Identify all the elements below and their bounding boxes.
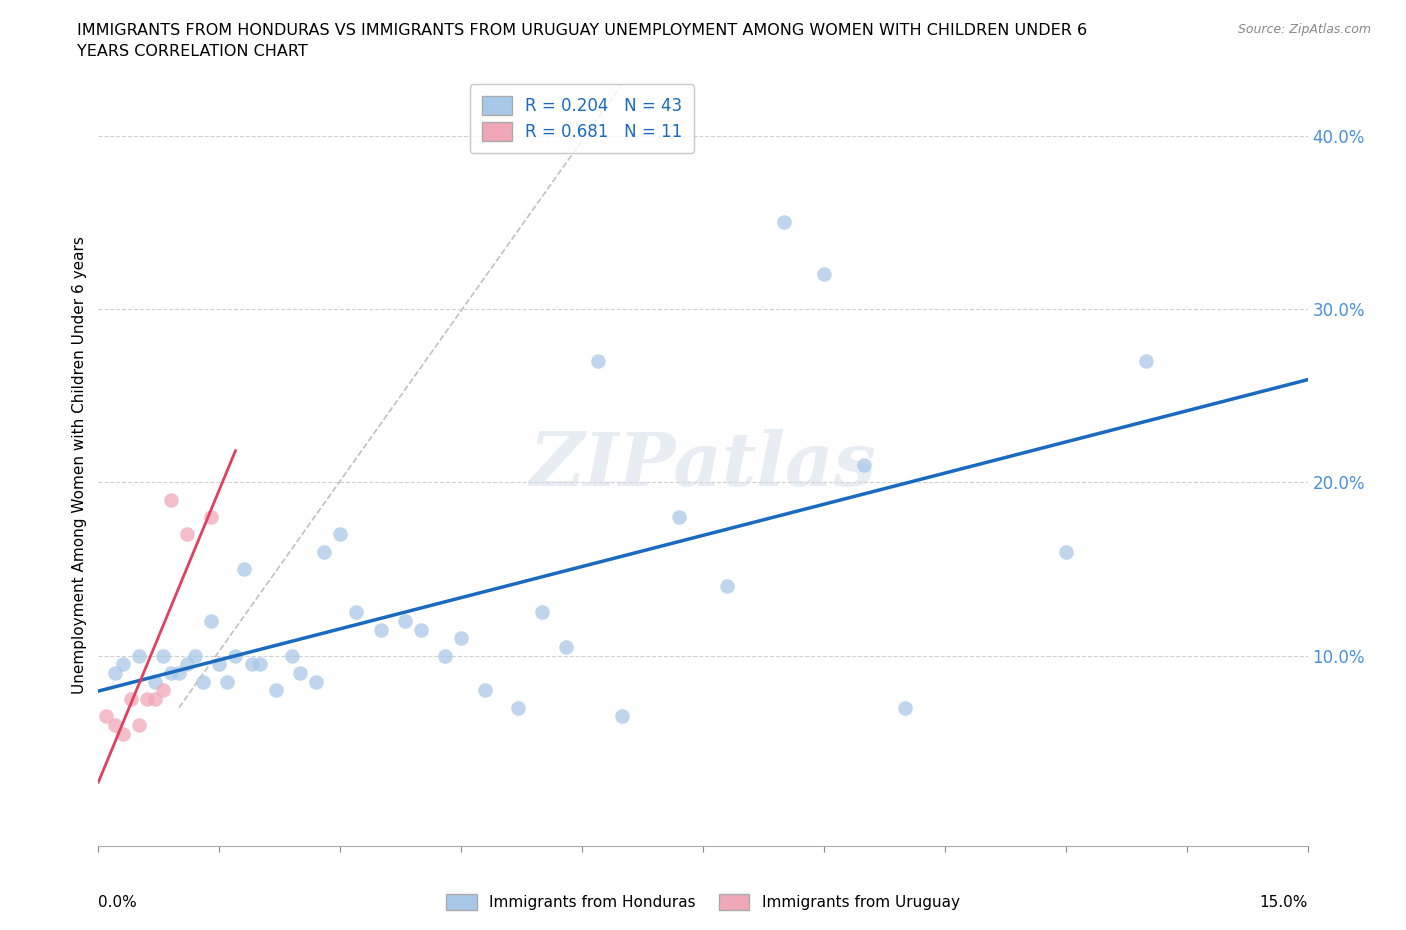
Text: 0.0%: 0.0%: [98, 895, 138, 910]
Point: [329, 527, 352, 542]
Point: [200, 510, 222, 525]
Text: ZIPatlas: ZIPatlas: [530, 429, 876, 501]
Y-axis label: Unemployment Among Women with Children Under 6 years: Unemployment Among Women with Children U…: [72, 236, 87, 694]
Point: [176, 657, 198, 671]
Point: [1135, 353, 1157, 368]
Point: [111, 726, 134, 741]
Point: [394, 614, 416, 629]
Point: [344, 604, 367, 619]
Point: [111, 657, 134, 671]
Point: [893, 700, 915, 715]
Point: [160, 492, 183, 507]
Point: [103, 666, 125, 681]
Point: [1054, 544, 1077, 559]
Point: [200, 614, 222, 629]
Point: [249, 657, 271, 671]
Point: [530, 604, 553, 619]
Point: [152, 683, 174, 698]
Point: [409, 622, 432, 637]
Point: [128, 718, 150, 733]
Point: [103, 718, 125, 733]
Point: [813, 267, 835, 282]
Point: [167, 666, 190, 681]
Point: [96, 709, 118, 724]
Point: [240, 657, 263, 671]
Text: 15.0%: 15.0%: [1260, 895, 1308, 910]
Point: [176, 527, 198, 542]
Point: [143, 692, 166, 707]
Point: [135, 692, 157, 707]
Point: [217, 674, 239, 689]
Point: [853, 458, 876, 472]
Text: YEARS CORRELATION CHART: YEARS CORRELATION CHART: [77, 44, 308, 59]
Legend: R = 0.204   N = 43, R = 0.681   N = 11: R = 0.204 N = 43, R = 0.681 N = 11: [470, 85, 695, 153]
Point: [305, 674, 328, 689]
Point: [772, 215, 794, 230]
Text: IMMIGRANTS FROM HONDURAS VS IMMIGRANTS FROM URUGUAY UNEMPLOYMENT AMONG WOMEN WIT: IMMIGRANTS FROM HONDURAS VS IMMIGRANTS F…: [77, 23, 1087, 38]
Point: [288, 666, 311, 681]
Point: [152, 648, 174, 663]
Point: [120, 692, 142, 707]
Point: [612, 709, 634, 724]
Point: [224, 648, 246, 663]
Point: [232, 562, 254, 577]
Point: [184, 648, 207, 663]
Point: [160, 666, 183, 681]
Point: [716, 578, 738, 593]
Point: [143, 674, 166, 689]
Point: [370, 622, 392, 637]
Point: [208, 657, 231, 671]
Point: [668, 510, 690, 525]
Point: [264, 683, 287, 698]
Point: [474, 683, 496, 698]
Point: [450, 631, 472, 645]
Legend: Immigrants from Honduras, Immigrants from Uruguay: Immigrants from Honduras, Immigrants fro…: [439, 886, 967, 918]
Point: [128, 648, 150, 663]
Point: [193, 674, 215, 689]
Point: [506, 700, 529, 715]
Point: [586, 353, 609, 368]
Point: [314, 544, 336, 559]
Point: [281, 648, 304, 663]
Point: [555, 640, 578, 655]
Point: [434, 648, 457, 663]
Text: Source: ZipAtlas.com: Source: ZipAtlas.com: [1237, 23, 1371, 36]
